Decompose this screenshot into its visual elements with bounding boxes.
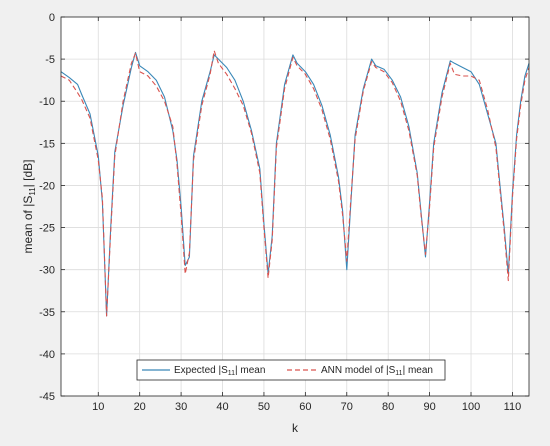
x-tick-label: 20: [134, 401, 146, 413]
x-tick-label: 70: [341, 401, 353, 413]
y-tick-label: -5: [45, 54, 55, 66]
legend-label-ann-suffix: | mean: [403, 365, 433, 376]
y-tick-label: -45: [39, 391, 55, 403]
legend-label-ann-prefix: ANN model of |S: [321, 365, 396, 376]
x-tick-label: 30: [175, 401, 187, 413]
x-tick-label: 50: [258, 401, 270, 413]
x-tick-label: 60: [299, 401, 311, 413]
legend-label-expected-suffix: | mean: [235, 365, 265, 376]
axes-frame: [60, 16, 530, 397]
y-axis-label: mean of |S11| [dB]: [21, 160, 37, 254]
legend-label-ann: ANN model of |S11| mean: [321, 365, 433, 377]
series-line-expected: [60, 51, 530, 317]
y-tick-label: -25: [39, 223, 55, 235]
x-tick-label: 90: [423, 401, 435, 413]
x-tick-label: 10: [92, 401, 104, 413]
y-tick-label: -20: [39, 180, 55, 192]
y-axis: 0 -5 -10 -15 -20 -25 -30 -35 -40 -45: [39, 12, 529, 403]
x-axis-label: k: [292, 421, 299, 435]
y-tick-label: 0: [49, 12, 55, 24]
y-tick-label: -10: [39, 96, 55, 108]
y-axis-label-suffix: | [dB]: [21, 160, 35, 188]
series-line-ann: [60, 50, 530, 317]
legend: Expected |S11| mean ANN model of |S11| m…: [136, 359, 446, 381]
x-tick-label: 110: [504, 401, 522, 413]
legend-label-expected-prefix: Expected |S: [174, 365, 228, 376]
legend-label-expected-subscript: 11: [228, 370, 235, 377]
y-axis-label-prefix: mean of |S: [21, 196, 35, 254]
plot-area: [61, 17, 529, 396]
grid-lines: [61, 16, 529, 397]
x-tick-label: 40: [216, 401, 228, 413]
y-tick-label: -15: [39, 138, 55, 150]
x-axis: 10 20 30 40 50 60 70 80 90 100 110: [92, 17, 521, 413]
x-tick-label: 80: [382, 401, 394, 413]
y-tick-label: -40: [39, 349, 55, 361]
legend-label-expected: Expected |S11| mean: [174, 365, 265, 377]
series-layer: [60, 50, 530, 317]
y-tick-label: -35: [39, 307, 55, 319]
y-axis-label-subscript: 11: [28, 187, 37, 196]
legend-label-ann-subscript: 11: [395, 370, 402, 377]
y-tick-label: -30: [39, 265, 55, 277]
x-tick-label: 100: [462, 401, 480, 413]
